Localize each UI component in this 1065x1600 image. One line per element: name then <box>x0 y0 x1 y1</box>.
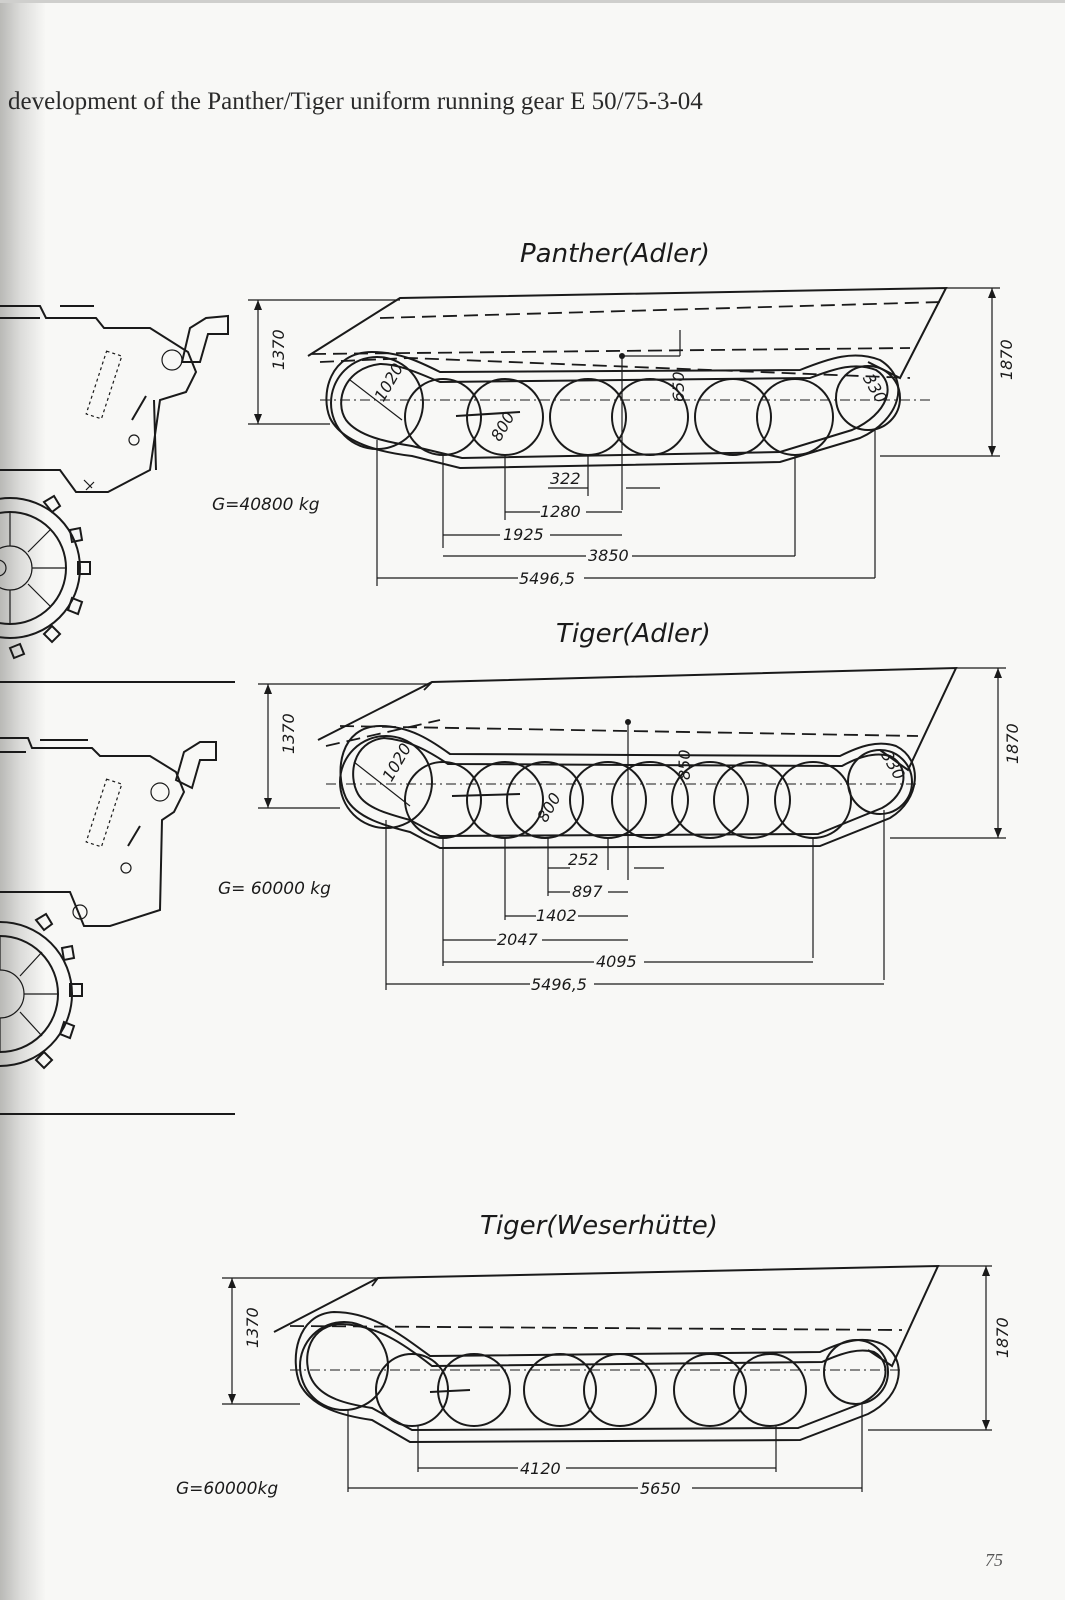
dim-3850: 3850 <box>588 546 629 565</box>
dim-4095: 4095 <box>596 952 637 971</box>
weight-label: G=60000kg <box>176 1479 278 1499</box>
dim-4120: 4120 <box>520 1459 561 1478</box>
dim-322: 322 <box>550 469 581 488</box>
height-front: 1370 <box>269 329 288 370</box>
drawing-title: Tiger(Weserhütte) <box>480 1211 718 1241</box>
hull-side-fragment-1 <box>0 305 229 660</box>
drawing-title: Tiger(Adler) <box>556 619 711 649</box>
dim-2047: 2047 <box>497 930 539 949</box>
dim-1925: 1925 <box>503 525 544 544</box>
page-gutter-shadow <box>0 0 46 1600</box>
dim-5650: 5650 <box>640 1479 681 1498</box>
dim-1280: 1280 <box>540 502 581 521</box>
dim-897: 897 <box>572 882 603 901</box>
height-front: 1370 <box>279 713 298 754</box>
page-number: 75 <box>985 1550 1003 1570</box>
page-top-edge <box>0 0 1065 3</box>
hull-side-fragment-2 <box>0 681 235 1115</box>
idler-diameter: 1020 <box>378 740 415 785</box>
weight-label: G= 60000 kg <box>218 879 331 899</box>
center-height: 850 <box>675 749 694 780</box>
weight-label: G=40800 kg <box>212 495 320 515</box>
drawing-panther-adler: Panther(Adler) 1020 800 330 650 1370 <box>212 239 1016 588</box>
figure-caption: development of the Panther/Tiger uniform… <box>8 88 703 115</box>
height-front: 1370 <box>243 1307 262 1348</box>
dim-252: 252 <box>568 850 599 869</box>
dim-5496-5: 5496,5 <box>519 569 575 588</box>
drawing-tiger-adler: Tiger(Adler) 1020 800 330 850 1370 1870 … <box>218 619 1022 994</box>
dim-1402: 1402 <box>536 906 577 925</box>
drawing-title: Panther(Adler) <box>520 239 710 269</box>
height-rear: 1870 <box>993 1317 1012 1358</box>
drawing-tiger-weserhuette: Tiger(Weserhütte) 1370 1870 4120 5650 G=… <box>176 1211 1012 1499</box>
idler-diameter: 1020 <box>370 360 407 405</box>
dim-5496-5: 5496,5 <box>531 975 587 994</box>
center-height: 650 <box>669 371 688 402</box>
height-rear: 1870 <box>997 339 1016 380</box>
height-rear: 1870 <box>1003 723 1022 764</box>
